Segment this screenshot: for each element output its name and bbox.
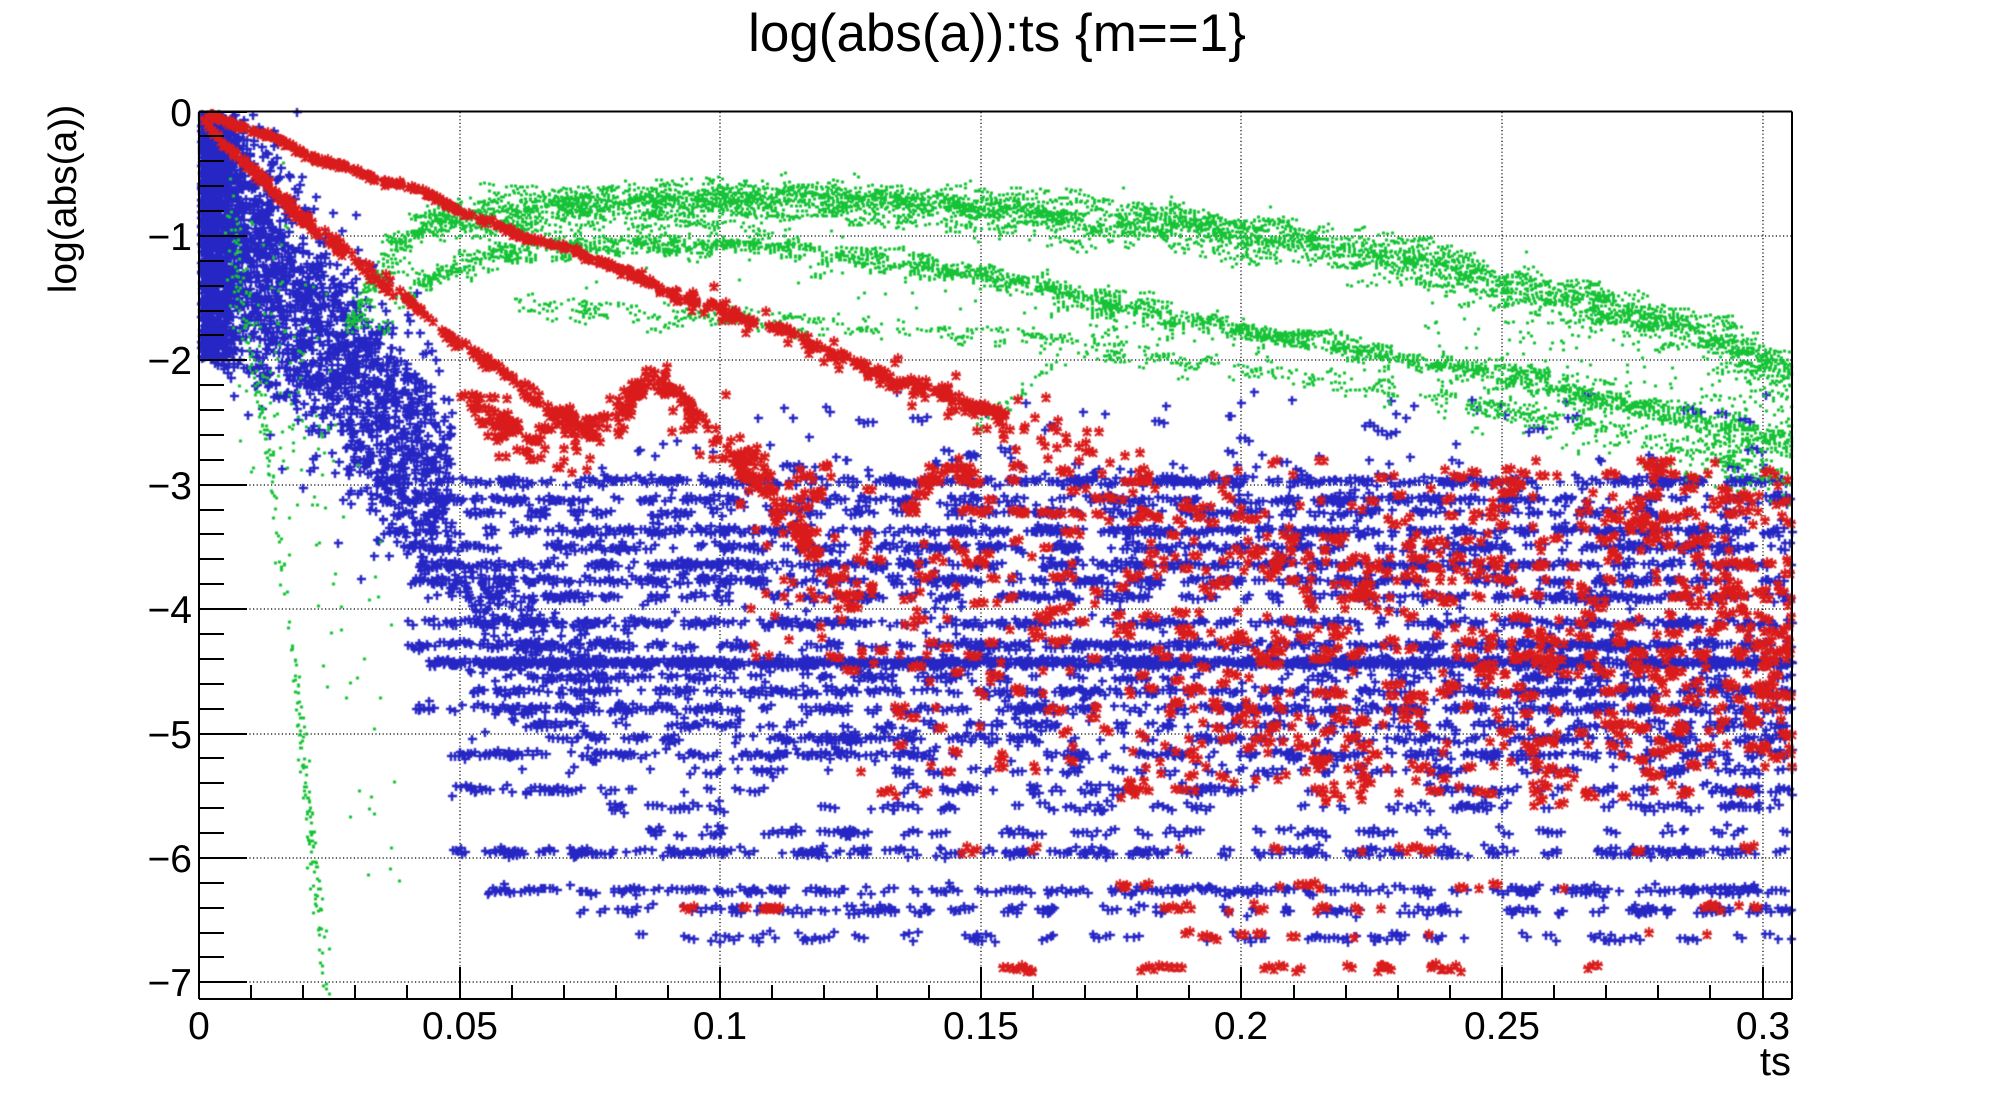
svg-text:0.2: 0.2 <box>1214 1005 1268 1048</box>
svg-text:0.15: 0.15 <box>943 1005 1019 1048</box>
svg-text:log(abs(a)):ts {m==1}: log(abs(a)):ts {m==1} <box>748 4 1246 63</box>
svg-text:−6: −6 <box>148 838 192 881</box>
svg-text:−3: −3 <box>148 465 192 508</box>
svg-text:0.3: 0.3 <box>1736 1005 1790 1048</box>
svg-text:log(abs(a)): log(abs(a)) <box>42 105 85 294</box>
svg-text:−5: −5 <box>148 714 192 757</box>
svg-text:0: 0 <box>170 92 192 135</box>
svg-text:0.1: 0.1 <box>693 1005 747 1048</box>
svg-text:0.25: 0.25 <box>1464 1005 1540 1048</box>
svg-text:−1: −1 <box>148 216 192 259</box>
svg-text:ts: ts <box>1760 1040 1791 1084</box>
svg-text:−2: −2 <box>148 340 192 383</box>
svg-text:−4: −4 <box>148 589 192 632</box>
svg-text:0.05: 0.05 <box>422 1005 498 1048</box>
svg-text:0: 0 <box>188 1005 210 1048</box>
svg-text:−7: −7 <box>148 962 192 1005</box>
